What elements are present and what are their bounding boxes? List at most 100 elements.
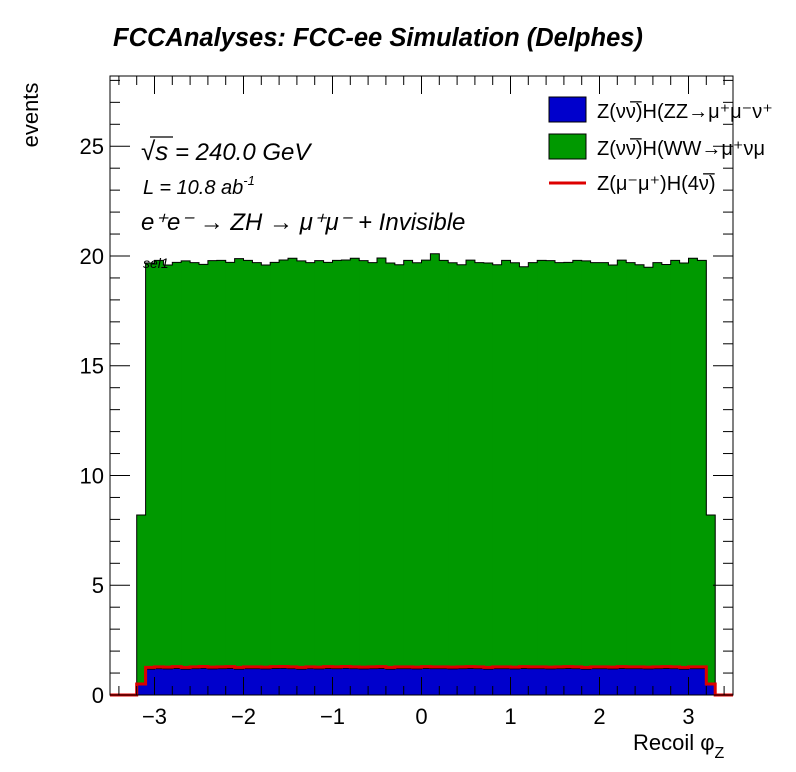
bar-ww (644, 267, 654, 669)
bar-ww (537, 260, 547, 669)
bar-zz (243, 668, 253, 695)
bar-zz (430, 668, 440, 695)
bar-ww (590, 262, 600, 669)
bar-zz (296, 669, 307, 695)
bar-zz (563, 668, 574, 695)
bar-ww (163, 264, 173, 669)
bar-zz (474, 668, 485, 695)
bar-zz (172, 668, 182, 695)
bar-ww (439, 260, 449, 669)
bar-ww (252, 262, 262, 669)
bar-zz (546, 668, 556, 695)
bar-ww (555, 262, 565, 669)
bar-ww (688, 258, 698, 669)
bar-ww (563, 262, 574, 669)
bar-zz (501, 668, 511, 695)
y-tick-label: 10 (80, 463, 104, 488)
bar-zz (412, 668, 422, 695)
bar-zz (492, 668, 502, 695)
bar-ww (697, 260, 707, 669)
bar-ww (216, 260, 227, 669)
bar-zz (555, 668, 565, 695)
bar-ww (412, 262, 422, 669)
legend: Z(νν̅)H(ZZ→μ⁺μ⁻ν⁺ Z(νν̅)H(WW→μ⁺νμ Z(μ⁻μ⁺… (548, 96, 773, 195)
bar-ww (474, 262, 485, 669)
bar-zz (457, 668, 467, 695)
bar-ww (288, 258, 298, 669)
bar-ww (225, 262, 235, 669)
x-tick-label: 2 (593, 704, 605, 729)
x-tick-label: 3 (682, 704, 694, 729)
bar-zz (145, 669, 155, 695)
bar-zz (626, 668, 636, 695)
bar-ww (368, 262, 378, 669)
bar-zz (154, 668, 164, 695)
bar-ww (501, 260, 511, 669)
bar-zz (706, 684, 716, 695)
bar-zz (608, 668, 618, 695)
bar-zz (190, 668, 200, 695)
bar-ww (652, 262, 663, 669)
svg-text:Z(μ⁻μ⁺)H(4ν̅): Z(μ⁻μ⁺)H(4ν̅) (597, 172, 716, 195)
bar-zz (207, 668, 218, 695)
y-axis-title: events (18, 83, 43, 148)
legend-entry-ww: Z(νν̅)H(WW→μ⁺νμ (548, 133, 765, 160)
y-tick-label: 5 (92, 573, 104, 598)
svg-text:events: events (18, 83, 43, 148)
bar-zz (483, 669, 494, 695)
bar-zz (448, 668, 458, 695)
bar-zz (439, 668, 449, 695)
legend-entry-4nu: Z(μ⁻μ⁺)H(4ν̅) (549, 172, 716, 195)
bar-ww (617, 260, 627, 669)
x-tick-label: −3 (142, 704, 167, 729)
selection-label: sel1 (143, 255, 169, 271)
svg-text:Z(νν̅)H(ZZ→μ⁺μ⁻ν⁺: Z(νν̅)H(ZZ→μ⁺μ⁻ν⁺ (597, 100, 773, 123)
bar-zz (394, 668, 405, 695)
bar-zz (528, 668, 538, 695)
bar-ww (430, 253, 440, 669)
bars-layer (110, 253, 716, 696)
bar-zz (216, 668, 227, 695)
bar-ww (403, 260, 413, 669)
bar-ww (136, 515, 146, 685)
bar-ww (519, 266, 529, 669)
bar-zz (537, 668, 547, 695)
bar-ww (670, 260, 680, 669)
bar-zz (697, 668, 707, 695)
bar-ww (305, 262, 316, 669)
bar-ww (279, 259, 289, 669)
bar-zz (590, 668, 600, 695)
zz-outline (136, 667, 716, 695)
bar-zz (261, 668, 271, 695)
bar-ww (190, 262, 200, 669)
y-tick-label: 25 (80, 134, 104, 159)
bar-ww (483, 263, 494, 670)
svg-text:Z(νν̅)H(WW→μ⁺νμ: Z(νν̅)H(WW→μ⁺νμ (597, 137, 765, 160)
bar-zz (181, 669, 191, 695)
y-tick-label: 20 (80, 244, 104, 269)
bar-zz (421, 668, 431, 695)
bar-ww (706, 515, 716, 685)
bar-zz (519, 668, 529, 695)
bar-zz (652, 668, 663, 695)
bar-ww (546, 260, 556, 669)
legend-swatch-zz (548, 96, 587, 123)
bar-zz (403, 668, 413, 695)
bar-zz (270, 668, 280, 695)
bar-zz (661, 668, 672, 695)
bar-zz (341, 668, 351, 695)
x-tick-label: −1 (320, 704, 345, 729)
bar-zz (670, 668, 680, 695)
bar-ww (385, 263, 396, 670)
ticks-layer: −3 −2 −1 0 1 2 3 0 5 10 15 20 25 (80, 76, 733, 729)
chart-title: FCCAnalyses: FCC-ee Simulation (Delphes) (113, 24, 643, 52)
bar-ww (181, 260, 191, 670)
bar-zz (350, 668, 360, 695)
bar-ww (314, 260, 324, 669)
bar-zz (599, 668, 609, 695)
bar-ww (359, 260, 369, 669)
bar-zz (368, 668, 378, 695)
bar-zz (163, 668, 173, 695)
bar-ww (207, 260, 218, 669)
